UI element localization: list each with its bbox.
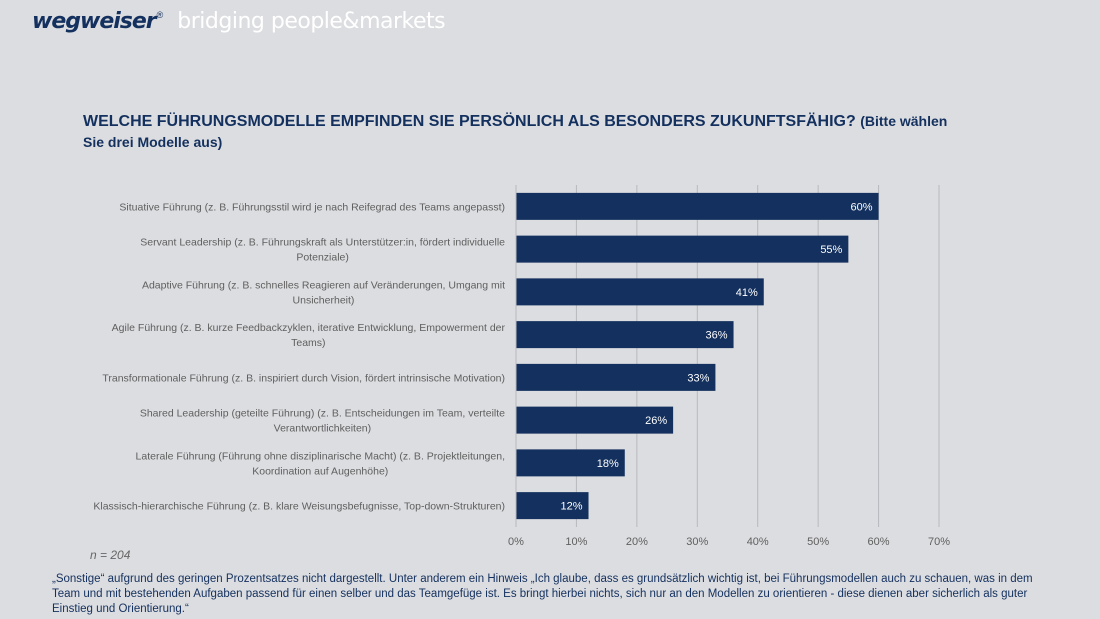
category-label: Agile Führung (z. B. kurze Feedbackzykle… bbox=[112, 322, 506, 349]
x-tick-label: 60% bbox=[868, 536, 890, 548]
category-label-line: Klassisch-hierarchische Führung (z. B. k… bbox=[93, 501, 505, 513]
bar bbox=[516, 235, 849, 263]
bar-value-label: 12% bbox=[560, 501, 582, 513]
category-label-line: Situative Führung (z. B. Führungsstil wi… bbox=[119, 201, 505, 213]
bar-value-label: 60% bbox=[851, 201, 873, 213]
sample-size: n = 204 bbox=[90, 548, 131, 562]
category-label-line: Koordination auf Augenhöhe) bbox=[252, 465, 388, 477]
bar bbox=[516, 492, 589, 520]
x-tick-label: 20% bbox=[626, 536, 648, 548]
bar-value-label: 33% bbox=[687, 372, 709, 384]
bar bbox=[516, 321, 734, 349]
bar-value-label: 55% bbox=[820, 244, 842, 256]
x-tick-label: 70% bbox=[928, 536, 950, 548]
category-label: Laterale Führung (Führung ohne disziplin… bbox=[136, 450, 505, 477]
category-label: Situative Führung (z. B. Führungsstil wi… bbox=[119, 201, 505, 213]
bar bbox=[516, 406, 674, 434]
category-label-line: Laterale Führung (Führung ohne disziplin… bbox=[136, 450, 505, 462]
bar bbox=[516, 449, 625, 477]
category-label: Klassisch-hierarchische Führung (z. B. k… bbox=[93, 501, 505, 513]
logo-tagline: bridging people&markets bbox=[177, 9, 446, 34]
x-tick-label: 0% bbox=[508, 536, 524, 548]
bar-value-label: 18% bbox=[597, 458, 619, 470]
bar-value-label: 26% bbox=[645, 415, 667, 427]
x-tick-label: 10% bbox=[565, 536, 587, 548]
category-label: Shared Leadership (geteilte Führung) (z.… bbox=[140, 408, 505, 435]
bar bbox=[516, 192, 879, 220]
logo: wegweiser ® bridging people&markets bbox=[32, 9, 446, 43]
category-label-line: Shared Leadership (geteilte Führung) (z.… bbox=[140, 408, 505, 420]
bar-value-label: 41% bbox=[736, 287, 758, 299]
chart-title: WELCHE FÜHRUNGSMODELLE EMPFINDEN SIE PER… bbox=[83, 111, 963, 153]
bar bbox=[516, 363, 716, 391]
logo-brand: wegweiser bbox=[32, 9, 157, 34]
category-label-line: Verantwortlichkeiten) bbox=[274, 423, 371, 435]
category-label: Adaptive Führung (z. B. schnelles Reagie… bbox=[142, 279, 505, 306]
bar bbox=[516, 278, 764, 306]
category-label-line: Potenziale) bbox=[296, 252, 349, 264]
chart-title-main: WELCHE FÜHRUNGSMODELLE EMPFINDEN SIE PER… bbox=[83, 113, 856, 130]
category-label-line: Adaptive Führung (z. B. schnelles Reagie… bbox=[142, 279, 505, 291]
x-tick-label: 50% bbox=[807, 536, 829, 548]
x-tick-label: 30% bbox=[686, 536, 708, 548]
category-label-line: Servant Leadership (z. B. Führungskraft … bbox=[140, 237, 505, 249]
x-tick-label: 40% bbox=[747, 536, 769, 548]
category-label: Transformationale Führung (z. B. inspiri… bbox=[102, 372, 505, 384]
category-label-line: Teams) bbox=[291, 337, 325, 349]
category-label: Servant Leadership (z. B. Führungskraft … bbox=[140, 237, 505, 264]
category-label-line: Unsicherheit) bbox=[293, 294, 355, 306]
category-label-line: Agile Führung (z. B. kurze Feedbackzykle… bbox=[112, 322, 506, 334]
bar-value-label: 36% bbox=[706, 330, 728, 342]
footnote: „Sonstige“ aufgrund des geringen Prozent… bbox=[52, 573, 1033, 615]
category-label-line: Transformationale Führung (z. B. inspiri… bbox=[102, 372, 505, 384]
logo-registered-mark: ® bbox=[156, 10, 164, 20]
chart-title-sub: (Bitte wählen Sie drei Modelle aus) bbox=[83, 113, 948, 150]
